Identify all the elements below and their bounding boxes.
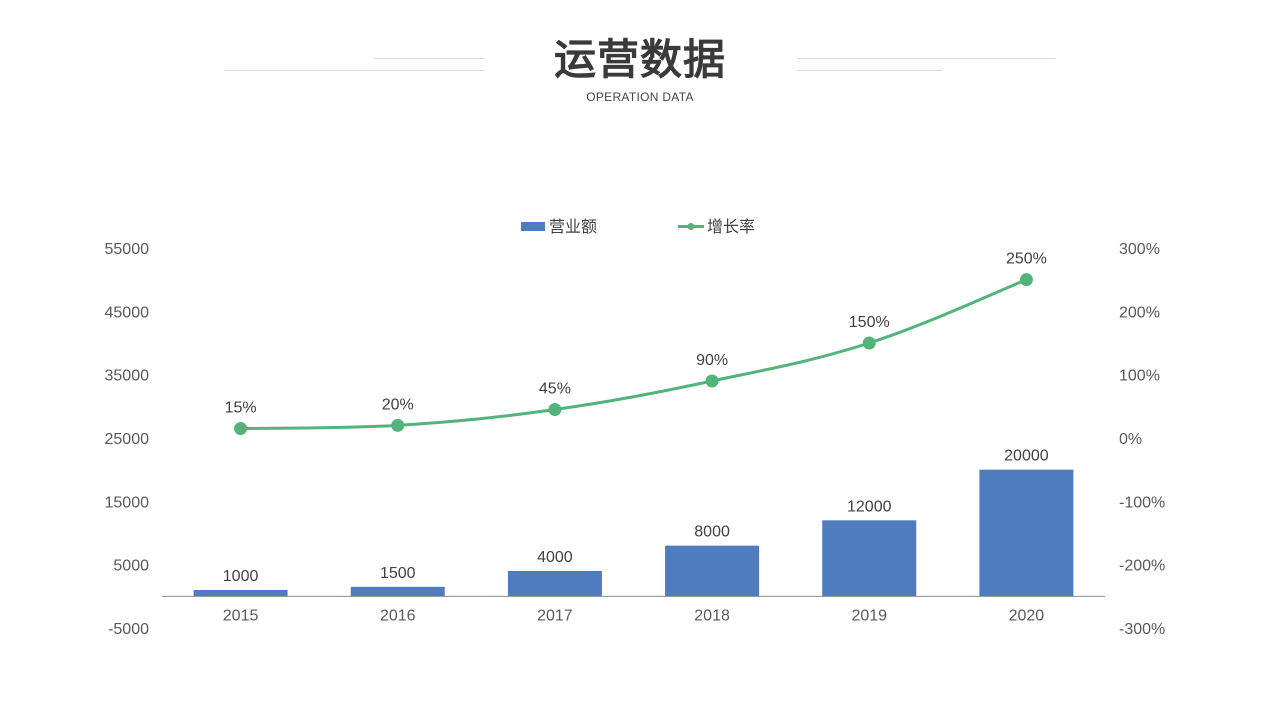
right-y-axis: 300% 200% 100% 0% -100% -200% -300%	[1119, 241, 1165, 638]
growth-rate-marker-2018	[705, 374, 719, 388]
bar-2015	[193, 590, 288, 597]
growth-rate-label: 20%	[382, 396, 414, 413]
left-axis-tick-label: 55000	[105, 241, 150, 258]
growth-rate-label: 45%	[539, 381, 571, 398]
left-axis-tick-label: 15000	[105, 494, 150, 511]
right-axis-tick-label: 200%	[1119, 304, 1160, 321]
bar-value-label: 4000	[537, 549, 573, 566]
bar-value-label: 8000	[694, 524, 730, 541]
growth-rate-line	[240, 278, 1027, 430]
bar-value-label: 20000	[1004, 448, 1049, 465]
bar-2019	[822, 520, 917, 597]
category-label: 2017	[537, 607, 573, 624]
growth-rate-marker-2015	[234, 422, 248, 435]
line-series: 15% 20% 45% 90% 150% 250%	[225, 251, 1047, 435]
growth-rate-label: 250%	[1006, 251, 1047, 268]
right-axis-tick-label: -200%	[1119, 558, 1165, 575]
left-axis-tick-label: 5000	[113, 558, 149, 575]
bar-2017	[507, 571, 602, 597]
right-axis-tick-label: 300%	[1119, 241, 1160, 258]
left-axis-tick-label: 25000	[105, 431, 150, 448]
growth-rate-marker-2020	[1019, 273, 1033, 287]
bar-value-label: 12000	[847, 498, 892, 515]
left-axis-tick-label: -5000	[108, 621, 149, 638]
right-axis-tick-label: -300%	[1119, 621, 1165, 638]
page-subtitle: OPERATION DATA	[586, 90, 694, 104]
right-axis-tick-label: -100%	[1119, 494, 1165, 511]
bar-2016	[350, 586, 445, 597]
legend-swatch-bar	[521, 222, 545, 231]
legend-swatch-marker	[687, 223, 695, 230]
title-decoration-line	[797, 70, 942, 71]
growth-rate-marker-2016	[391, 418, 405, 432]
growth-rate-label: 90%	[696, 352, 728, 369]
category-label: 2018	[694, 607, 730, 624]
page-title: 运营数据	[553, 35, 726, 84]
growth-rate-marker-2017	[548, 403, 562, 416]
category-label: 2016	[380, 607, 416, 624]
category-axis: 2015 2016 2017 2018 2019 2020	[162, 595, 1105, 624]
title-decoration-line	[797, 58, 1055, 59]
legend-label-growth: 增长率	[707, 217, 755, 236]
bar-value-label: 1500	[380, 565, 416, 582]
category-label: 2019	[851, 607, 887, 624]
title-decoration-line	[374, 58, 484, 59]
title-decoration-line	[224, 70, 484, 71]
category-label: 2020	[1009, 607, 1045, 624]
bar-2020	[979, 469, 1074, 597]
category-label: 2015	[223, 607, 259, 624]
bar-2018	[665, 545, 760, 597]
chart-legend: 营业额 增长率	[521, 217, 755, 236]
legend-label-revenue: 营业额	[549, 217, 597, 236]
right-axis-tick-label: 100%	[1119, 368, 1160, 385]
growth-rate-label: 15%	[225, 400, 257, 417]
left-axis-tick-label: 45000	[105, 304, 150, 321]
growth-rate-marker-2019	[862, 336, 876, 350]
growth-rate-label: 150%	[849, 314, 890, 331]
left-y-axis: 55000 45000 35000 25000 15000 5000 -5000	[105, 241, 150, 638]
right-axis-tick-label: 0%	[1119, 431, 1142, 448]
bar-value-label: 1000	[223, 568, 259, 585]
left-axis-tick-label: 35000	[105, 368, 150, 385]
bar-series: 1000 1500 4000 8000 12000 20000	[193, 448, 1074, 597]
